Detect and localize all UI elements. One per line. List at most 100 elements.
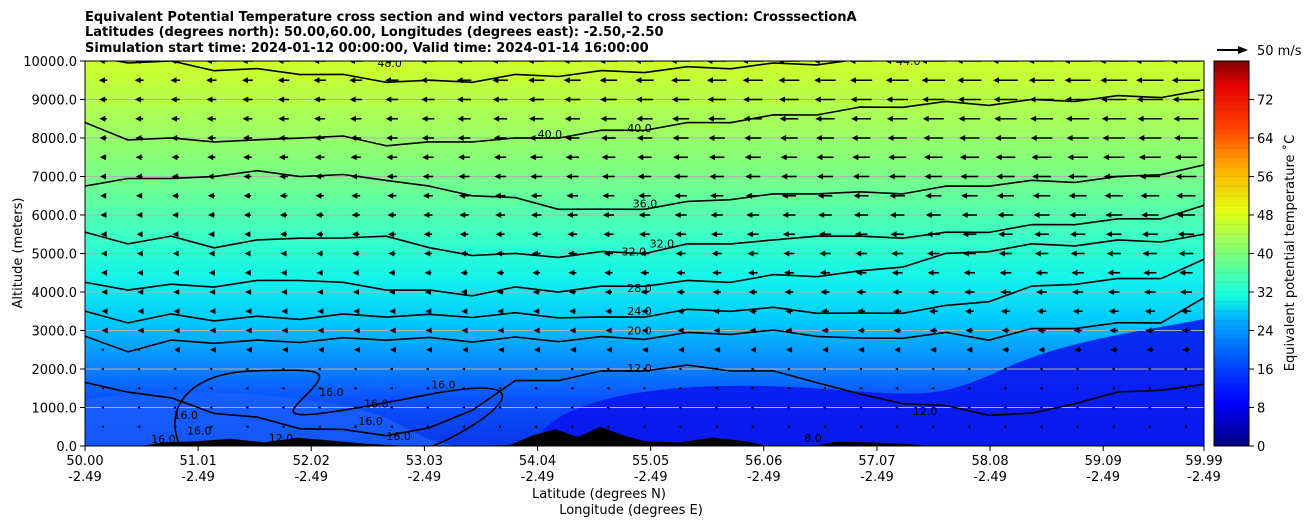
- wind-vector-head: [137, 308, 144, 315]
- wind-vector-head: [890, 231, 897, 238]
- wind-vector-head: [925, 192, 932, 199]
- wind-vector: [317, 386, 321, 390]
- wind-vector-head: [495, 212, 502, 218]
- wind-vector-head: [1173, 115, 1180, 122]
- wind-vector-head: [1028, 77, 1035, 84]
- wind-vector-head: [1144, 308, 1151, 315]
- wind-vector-head: [318, 346, 325, 353]
- wind-vector: [1147, 367, 1151, 371]
- wind-vector-head: [1001, 327, 1008, 334]
- wind-vector-head: [351, 192, 358, 199]
- wind-vector-head: [277, 61, 284, 64]
- wind-vector-head: [813, 61, 820, 64]
- wind-vector: [714, 406, 718, 409]
- wind-vector-head: [1109, 327, 1116, 334]
- wind-vector: [642, 406, 646, 409]
- wind-vector-head: [317, 327, 324, 334]
- wind-vector-head: [353, 308, 360, 315]
- wind-vector-head: [101, 269, 108, 276]
- wind-vector: [967, 367, 971, 371]
- wind-vector-head: [676, 269, 683, 276]
- y-tick-label: 8000.0: [32, 132, 78, 147]
- wind-vector-head: [208, 269, 215, 276]
- wind-vector-head: [1110, 346, 1117, 353]
- wind-vector-head: [707, 96, 714, 103]
- wind-vector-head: [135, 154, 142, 161]
- wind-vector: [425, 406, 429, 409]
- wind-vector-head: [858, 346, 865, 353]
- x-tick-label-lon: -2.49: [973, 470, 1007, 485]
- wind-vector-head: [351, 231, 358, 238]
- wind-vector-head: [243, 173, 250, 180]
- contour-line-12.0: [85, 364, 1204, 437]
- wind-vector: [750, 367, 754, 371]
- wind-vector-head: [314, 115, 321, 122]
- wind-vector-head: [958, 115, 965, 122]
- colorbar-tick-label: 16: [1257, 363, 1274, 378]
- wind-vector: [750, 386, 754, 390]
- wind-vector-head: [209, 308, 216, 315]
- wind-vector-head: [349, 96, 356, 103]
- wind-vector-head: [529, 154, 536, 161]
- wind-vector-head: [674, 192, 681, 199]
- wind-vector-head: [1138, 154, 1145, 161]
- wind-vector-head: [421, 135, 428, 141]
- colorbar-tick-label: 32: [1257, 286, 1274, 301]
- wind-vector: [822, 406, 826, 409]
- wind-vector: [1039, 406, 1043, 409]
- wind-vector-head: [244, 269, 251, 276]
- wind-vector-head: [677, 327, 684, 334]
- wind-vector: [137, 406, 141, 409]
- wind-vector-head: [493, 115, 500, 122]
- wind-vector-head: [854, 212, 861, 218]
- contour-label: 40.0: [627, 122, 652, 135]
- wind-vector-head: [642, 346, 649, 353]
- wind-vector-head: [748, 269, 754, 276]
- y-axis-label: Altitude (meters): [11, 198, 26, 309]
- wind-vector-head: [1101, 115, 1108, 122]
- wind-vector-head: [316, 269, 323, 276]
- wind-vector-head: [852, 173, 859, 180]
- wind-vector-head: [99, 115, 106, 122]
- contour-label: 40.0: [538, 128, 563, 141]
- wind-vector-head: [1103, 154, 1110, 161]
- wind-vector-head: [894, 346, 901, 353]
- wind-vector: [859, 425, 863, 429]
- wind-vector: [498, 425, 502, 429]
- wind-vector-head: [672, 135, 679, 141]
- wind-vector-head: [710, 212, 717, 218]
- x-tick-label-lon: -2.49: [408, 470, 442, 485]
- y-axis-ticks: 0.0 1000.0 2000.0 3000.0 4000.0 5000.0 6000.0 7…: [23, 55, 85, 455]
- y-tick-label: 9000.0: [32, 94, 78, 109]
- quiver-key-label: 50 m/s: [1257, 44, 1302, 59]
- wind-vector-head: [602, 212, 609, 218]
- wind-vector-head: [100, 192, 107, 199]
- x-tick-label-lat: 50.00: [66, 454, 103, 469]
- x-tick-label-lon: -2.49: [68, 470, 102, 485]
- wind-vector-head: [563, 61, 570, 64]
- wind-vector-head: [709, 173, 716, 180]
- wind-vector: [859, 367, 863, 371]
- wind-vector-head: [457, 115, 464, 122]
- wind-vector-head: [497, 327, 504, 334]
- wind-vector: [137, 367, 141, 371]
- colorbar-tick-label: 8: [1257, 402, 1265, 417]
- wind-vector-head: [821, 327, 828, 334]
- y-tick-label: 2000.0: [32, 363, 78, 378]
- wind-vector-head: [134, 96, 141, 103]
- wind-vector-head: [206, 115, 213, 122]
- wind-vector-head: [959, 154, 966, 161]
- wind-vector-head: [956, 61, 963, 64]
- wind-vector-head: [636, 115, 643, 122]
- wind-vector-head: [744, 154, 751, 161]
- x-tick-label-lon: -2.49: [1187, 470, 1221, 485]
- wind-vector: [1111, 425, 1115, 429]
- wind-vector: [642, 367, 646, 371]
- wind-vector-head: [528, 77, 535, 84]
- y-tick-label: 5000.0: [32, 248, 78, 263]
- wind-vector-head: [891, 269, 898, 276]
- contour-label: 20.0: [627, 324, 652, 337]
- wind-vector-head: [1105, 231, 1112, 238]
- wind-vector-head: [1068, 192, 1075, 199]
- wind-vector: [931, 406, 935, 409]
